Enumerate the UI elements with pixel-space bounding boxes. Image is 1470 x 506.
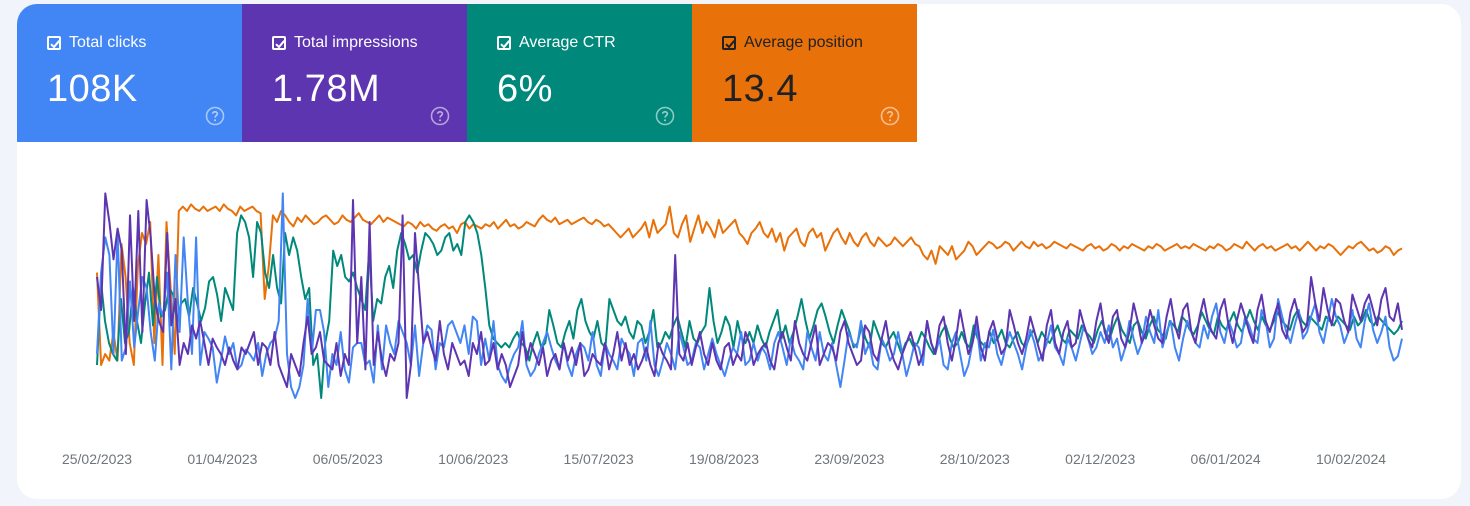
metric-value: 6% xyxy=(497,68,553,110)
metric-value: 1.78M xyxy=(272,68,381,110)
performance-card: Total clicks 108K Total impressions 1.78M Av… xyxy=(17,4,1461,499)
x-axis-tick-label: 15/07/2023 xyxy=(564,451,634,467)
help-icon[interactable] xyxy=(205,106,225,126)
x-axis-tick-label: 01/04/2023 xyxy=(187,451,257,467)
series-line-total-clicks[interactable] xyxy=(96,192,1403,399)
metric-header: Total clicks xyxy=(47,34,146,52)
metric-label: Total clicks xyxy=(69,34,147,51)
x-axis-tick-label: 06/01/2024 xyxy=(1191,451,1261,467)
metric-card-total-clicks[interactable]: Total clicks 108K xyxy=(17,4,242,142)
x-axis-tick-label: 19/08/2023 xyxy=(689,451,759,467)
metric-header: Average position xyxy=(722,34,863,52)
metric-card-total-impressions[interactable]: Total impressions 1.78M xyxy=(242,4,467,142)
series-line-average-ctr[interactable] xyxy=(96,214,1403,399)
checkbox-checked-icon[interactable] xyxy=(272,36,286,50)
x-axis-tick-label: 06/05/2023 xyxy=(313,451,383,467)
metric-card-average-ctr[interactable]: Average CTR 6% xyxy=(467,4,692,142)
x-axis-tick-label: 10/02/2024 xyxy=(1316,451,1386,467)
metric-card-average-position[interactable]: Average position 13.4 xyxy=(692,4,917,142)
checkbox-checked-icon[interactable] xyxy=(47,36,61,50)
metric-label: Average position xyxy=(744,34,863,51)
metric-label: Total impressions xyxy=(294,34,418,51)
metric-cards: Total clicks 108K Total impressions 1.78M Av… xyxy=(17,4,917,142)
checkbox-checked-icon[interactable] xyxy=(497,36,511,50)
help-icon[interactable] xyxy=(655,106,675,126)
series-line-average-position[interactable] xyxy=(96,203,1403,366)
series-line-total-impressions[interactable] xyxy=(96,192,1403,399)
metric-value: 13.4 xyxy=(722,68,798,110)
metric-header: Total impressions xyxy=(272,34,418,52)
performance-line-chart: 25/02/2023 01/04/2023 06/05/2023 10/06/2023… xyxy=(62,192,1403,467)
checkbox-checked-icon[interactable] xyxy=(722,36,736,50)
x-axis-tick-label: 23/09/2023 xyxy=(814,451,884,467)
metric-label: Average CTR xyxy=(519,34,616,51)
x-axis-tick-label: 28/10/2023 xyxy=(940,451,1010,467)
x-axis-tick-label: 02/12/2023 xyxy=(1065,451,1135,467)
x-axis-tick-label: 10/06/2023 xyxy=(438,451,508,467)
x-axis-tick-label: 25/02/2023 xyxy=(62,451,132,467)
metric-header: Average CTR xyxy=(497,34,616,52)
help-icon[interactable] xyxy=(430,106,450,126)
help-icon[interactable] xyxy=(880,106,900,126)
metric-value: 108K xyxy=(47,68,138,110)
